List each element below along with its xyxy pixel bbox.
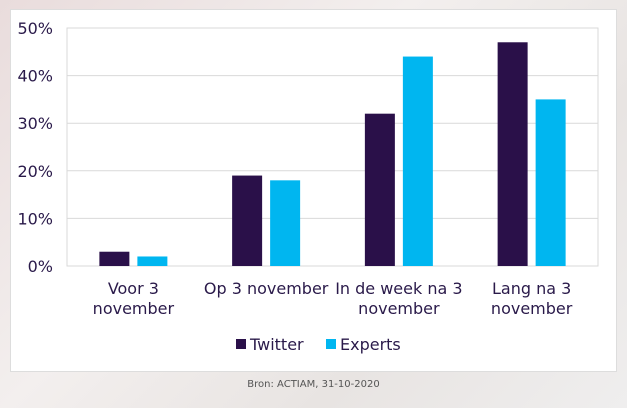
- y-tick-label: 10%: [17, 209, 53, 228]
- source-note: Bron: ACTIAM, 31-10-2020: [247, 379, 380, 390]
- bar-twitter: [232, 175, 263, 266]
- legend-label-twitter: Twitter: [249, 335, 304, 354]
- y-tick-label: 20%: [17, 162, 53, 181]
- legend-label-experts: Experts: [340, 335, 401, 354]
- legend-swatch-twitter: [236, 339, 246, 349]
- x-tick-label: Voor 3 november: [93, 279, 175, 318]
- bar-experts: [535, 99, 566, 267]
- bar-chart: 0% 10% 20% 30% 40% 50% Voor 3 november Op 3 nove…: [17, 19, 599, 354]
- bar-experts: [137, 256, 168, 266]
- x-tick-label: Lang na 3 november: [491, 279, 573, 318]
- bar-experts: [270, 180, 301, 266]
- x-tick-label: Op 3 november: [204, 279, 329, 298]
- x-tick-label: In de week na 3 november: [335, 279, 462, 318]
- bar-experts: [402, 56, 433, 267]
- y-tick-label: 50%: [17, 19, 53, 38]
- bar-twitter: [497, 42, 528, 266]
- y-tick-label: 30%: [17, 114, 53, 133]
- y-tick-label: 40%: [17, 67, 53, 86]
- bar-twitter: [99, 251, 130, 266]
- bar-twitter: [364, 113, 395, 267]
- y-tick-label: 0%: [28, 257, 53, 276]
- legend-swatch-experts: [326, 339, 336, 349]
